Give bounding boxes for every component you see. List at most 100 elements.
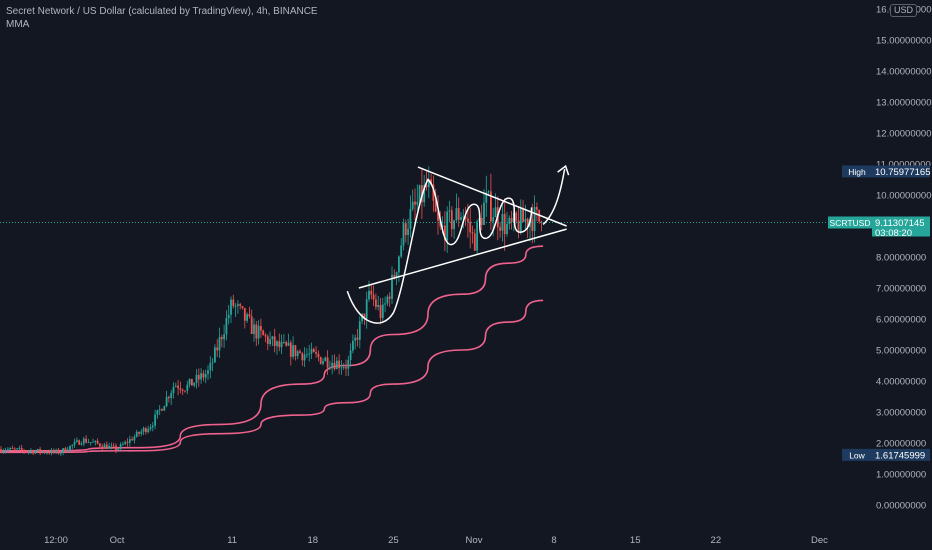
candle-body	[457, 208, 460, 220]
candle-body	[301, 353, 304, 361]
candle-body	[450, 210, 453, 230]
candle-body	[269, 339, 271, 344]
candle-body	[446, 211, 449, 241]
candle-body	[296, 351, 299, 357]
symbol-title[interactable]: Secret Network / US Dollar (calculated b…	[6, 6, 318, 17]
candle-body	[483, 202, 485, 225]
candle-body	[36, 448, 39, 452]
candle-body	[517, 220, 520, 233]
candle-body	[524, 218, 527, 222]
candle-body	[57, 449, 60, 454]
candle-body	[177, 385, 179, 389]
candle-body	[66, 450, 69, 452]
candle-body	[448, 210, 451, 212]
price-tick-label: 15.00000000	[876, 36, 931, 47]
candle-body	[312, 348, 315, 352]
candle-body	[131, 439, 133, 441]
candle-body	[71, 444, 74, 446]
price-tick-label: 8.00000000	[876, 253, 926, 264]
candle-body	[110, 445, 113, 447]
candlestick-series	[0, 166, 543, 457]
candle-body	[174, 385, 177, 387]
candle-body	[241, 306, 244, 309]
candle-body	[23, 449, 25, 452]
candle-body	[220, 337, 223, 340]
candle-body	[126, 441, 129, 443]
candle-body	[388, 296, 391, 299]
trend-drawings[interactable]	[346, 164, 570, 324]
candle-body	[319, 357, 322, 364]
currency-badge[interactable]: USD	[890, 4, 918, 17]
low-marker-tag-bg	[842, 448, 872, 461]
candle-body	[370, 290, 373, 295]
candle-body	[170, 392, 173, 399]
candle-body	[299, 351, 301, 354]
candle-body	[335, 360, 338, 370]
candle-body	[262, 330, 265, 336]
current-price-countdown: 03:08:20	[875, 228, 912, 239]
low-marker-value-bg	[872, 448, 930, 461]
candle-body	[407, 228, 409, 236]
candle-body	[165, 396, 168, 407]
indicator-name[interactable]: MMA	[6, 19, 30, 30]
candle-body	[18, 447, 21, 449]
candle-body	[273, 336, 276, 347]
candle-body	[322, 361, 324, 364]
candle-body	[430, 179, 432, 185]
candle-body	[117, 448, 120, 451]
candle-body	[487, 191, 490, 193]
candle-body	[64, 448, 67, 452]
candle-body	[315, 351, 317, 354]
time-axis[interactable]: 12:00 Oct 11 18 25 Nov 15 22 Dec 8	[44, 535, 828, 546]
candle-body	[476, 221, 478, 251]
candle-body	[418, 185, 421, 202]
candle-body	[124, 441, 127, 445]
candle-body	[283, 342, 285, 343]
candle-body	[508, 217, 511, 224]
candle-body	[331, 362, 334, 368]
candle-body	[526, 218, 529, 228]
candle-body	[232, 299, 235, 307]
candle-body	[441, 225, 444, 227]
candle-body	[191, 378, 193, 386]
price-tick-label: 10.00000000	[876, 191, 931, 202]
candle-body	[145, 428, 147, 433]
time-tick-label: Oct	[110, 535, 125, 546]
candle-body	[140, 431, 143, 434]
candle-body	[156, 409, 159, 415]
candle-body	[211, 362, 214, 364]
candle-body	[138, 431, 140, 434]
descending-trendline	[417, 166, 567, 227]
candle-body	[39, 448, 41, 453]
candle-body	[99, 443, 101, 447]
price-tick-label: 14.00000000	[876, 67, 931, 78]
wave-pattern-drawing	[346, 178, 533, 324]
candle-body	[329, 367, 331, 369]
candle-body	[135, 431, 138, 437]
price-tick-label: 0.00000000	[876, 501, 926, 512]
time-tick-label: Dec	[811, 535, 828, 546]
time-tick-label: 18	[307, 535, 318, 546]
price-tick-label: 11.00000000	[876, 160, 931, 171]
candle-body	[409, 209, 412, 229]
candle-body	[280, 342, 283, 348]
candle-body	[347, 359, 350, 369]
candle-body	[271, 336, 274, 340]
candle-body	[248, 314, 251, 317]
candle-body	[218, 337, 221, 351]
candle-body	[193, 382, 196, 386]
candle-body	[246, 314, 248, 321]
candle-body	[202, 373, 205, 378]
high-marker-tag: High	[848, 167, 866, 177]
candle-body	[184, 390, 186, 392]
candle-body	[243, 308, 246, 321]
candle-body	[499, 227, 501, 231]
candle-body	[11, 447, 14, 449]
time-tick-label: 22	[711, 535, 722, 546]
candle-body	[308, 353, 311, 355]
candle-body	[391, 274, 393, 299]
candle-body	[181, 389, 184, 391]
candle-body	[9, 447, 12, 450]
candle-body	[105, 444, 108, 449]
